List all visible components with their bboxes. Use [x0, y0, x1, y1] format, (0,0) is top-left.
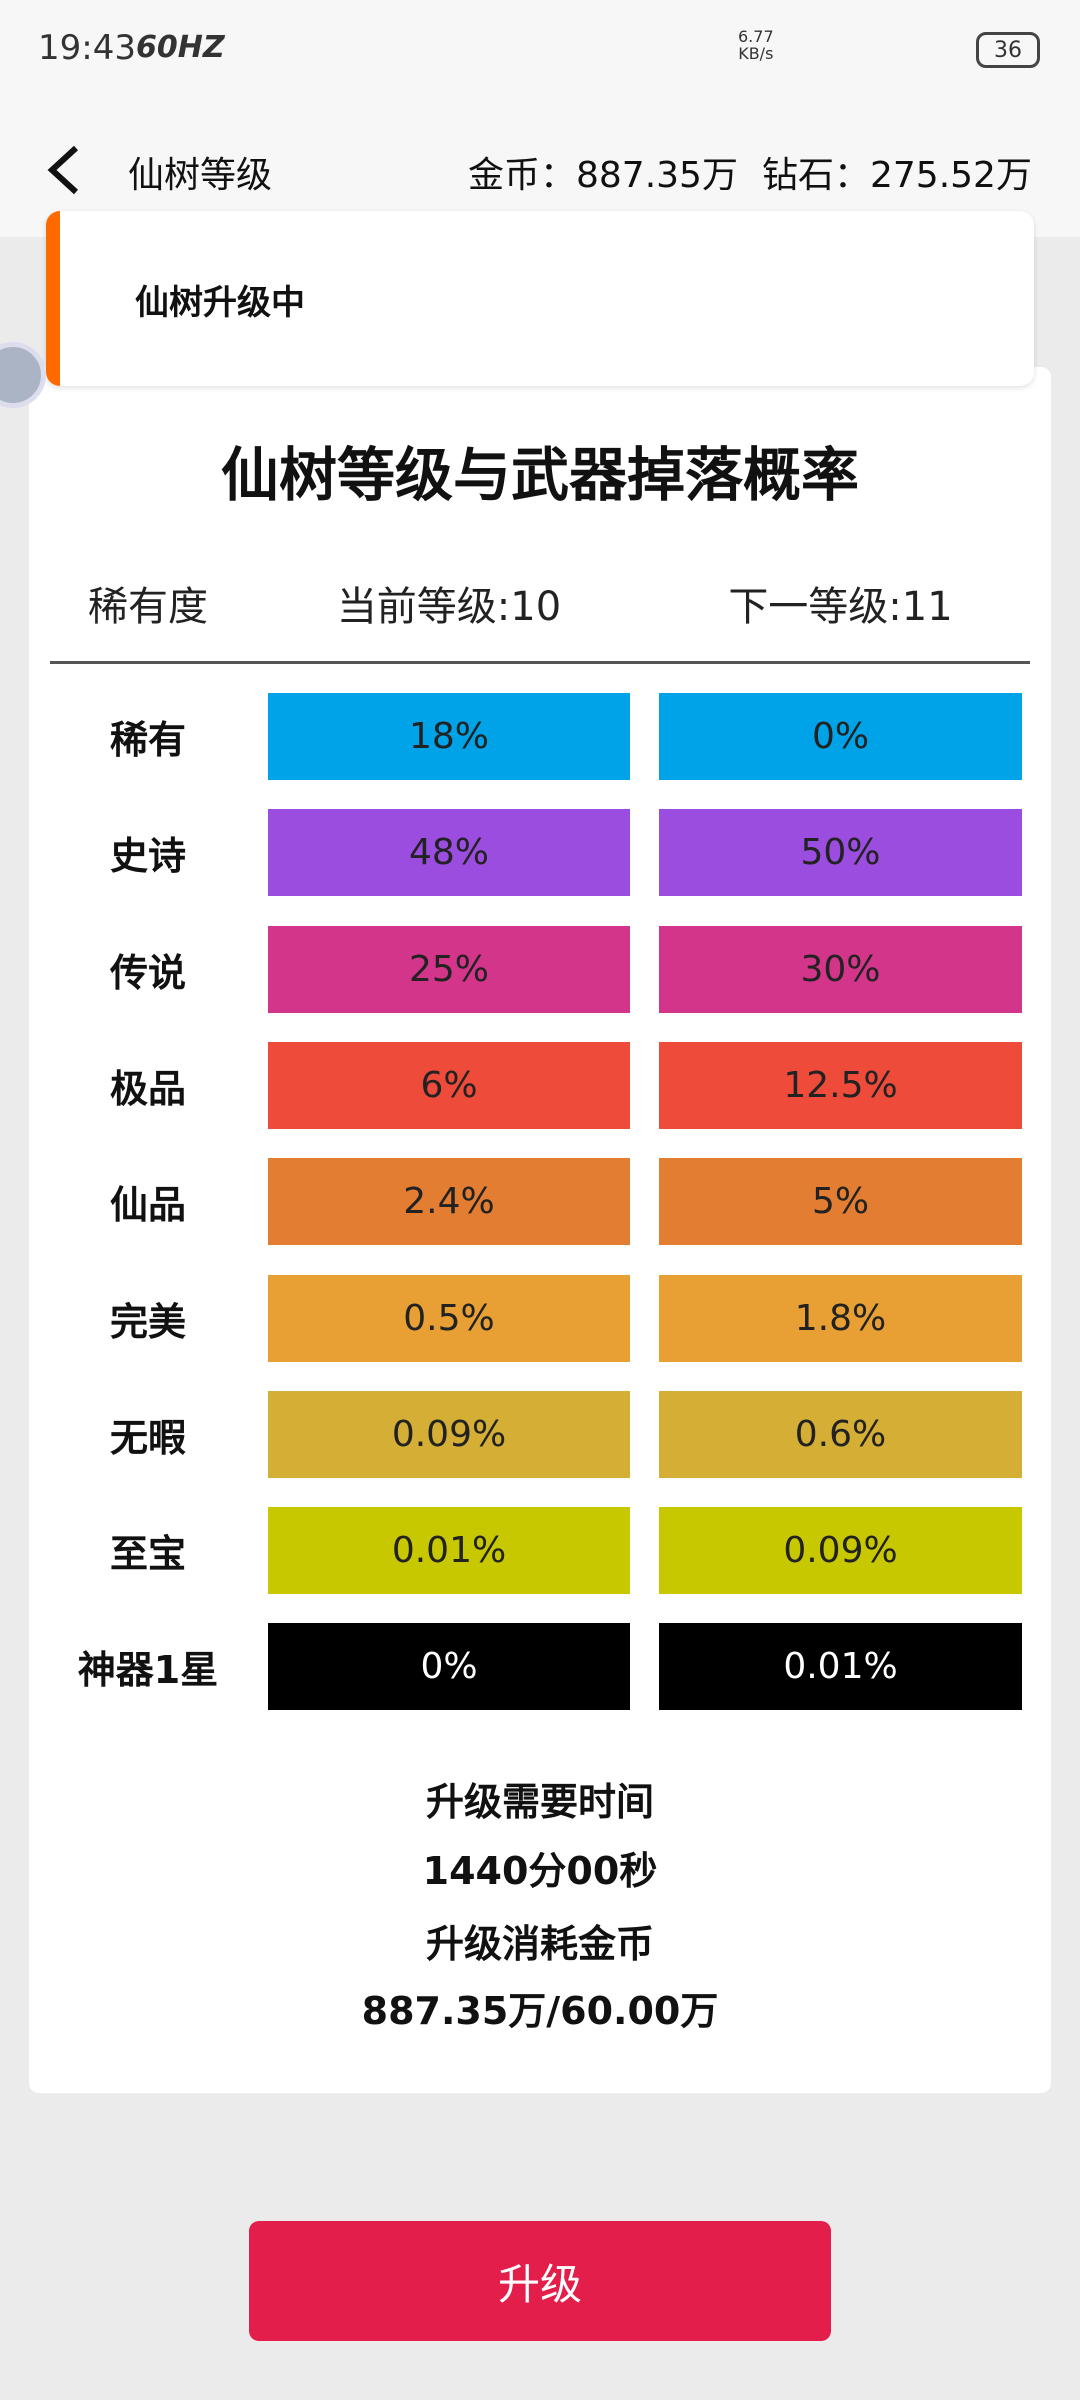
rarity-name: 史诗 — [109, 834, 186, 879]
refresh-rate: 60HZ — [136, 30, 225, 65]
card-title: 仙树等级与武器掉落概率 — [220, 441, 859, 509]
column-header: 当前等级:10 — [336, 584, 562, 630]
rarity-name: 无暇 — [109, 1415, 186, 1460]
rate-cell: 0.09% — [268, 1390, 630, 1478]
rate-cell: 50% — [659, 809, 1022, 897]
upgrade-button[interactable]: 升级 — [249, 2221, 831, 2341]
gold: 金币：887.35万 — [468, 155, 738, 196]
rarity-name: 至宝 — [109, 1532, 186, 1577]
banner: 仙树升级中 — [46, 211, 1034, 386]
rate-cell: 0.09% — [659, 1507, 1022, 1595]
column-header: 稀有度 — [88, 584, 208, 630]
status-time: 19:43 — [38, 28, 136, 68]
rate-cell: 48% — [268, 809, 630, 897]
rate-cell: 0.6% — [659, 1390, 1022, 1478]
net-speed-value: 6.77 — [738, 27, 774, 46]
banner-text: 仙树升级中 — [135, 283, 305, 323]
header-title: 仙树等级 — [128, 155, 273, 196]
rate-cell: 18% — [268, 693, 630, 780]
rarity-name: 传说 — [109, 950, 186, 995]
net-speed: 6.77 KB/s — [738, 28, 774, 62]
rate-cell: 1.8% — [659, 1274, 1022, 1362]
rarity-name: 极品 — [109, 1066, 186, 1111]
upgrade-info: 1440分00秒 — [422, 1848, 658, 1893]
rate-cell: 12.5% — [659, 1041, 1022, 1129]
rate-cell: 0.01% — [268, 1507, 630, 1595]
rarity-name: 神器1星 — [77, 1648, 219, 1693]
back-arrow[interactable] — [47, 145, 79, 195]
upgrade-info: 887.35万/60.00万 — [361, 1988, 719, 2033]
banner-accent — [46, 211, 60, 386]
back-button[interactable] — [40, 140, 90, 200]
upgrade-info: 升级消耗金币 — [425, 1921, 654, 1966]
column-header: 下一等级:11 — [728, 584, 953, 630]
rarity-name: 仙品 — [109, 1183, 186, 1228]
rate-cell: 0% — [659, 693, 1022, 780]
rarity-name: 完美 — [109, 1299, 186, 1344]
rate-cell: 5% — [659, 1158, 1022, 1246]
rate-cell: 6% — [268, 1041, 630, 1129]
top-bar — [0, 0, 1080, 237]
upgrade-info: 升级需要时间 — [425, 1779, 654, 1824]
table-divider — [50, 661, 1030, 664]
diamond: 钻石：275.52万 — [762, 155, 1032, 196]
net-speed-unit: KB/s — [738, 44, 774, 63]
rate-cell: 0.01% — [659, 1623, 1022, 1711]
rate-cell: 2.4% — [268, 1158, 630, 1246]
rate-cell: 0.5% — [268, 1274, 630, 1362]
rarity-name: 稀有 — [109, 718, 186, 762]
battery: 36 — [976, 32, 1040, 68]
rate-cell: 30% — [659, 925, 1022, 1013]
rate-cell: 25% — [268, 925, 630, 1013]
rate-cell: 0% — [268, 1623, 630, 1711]
